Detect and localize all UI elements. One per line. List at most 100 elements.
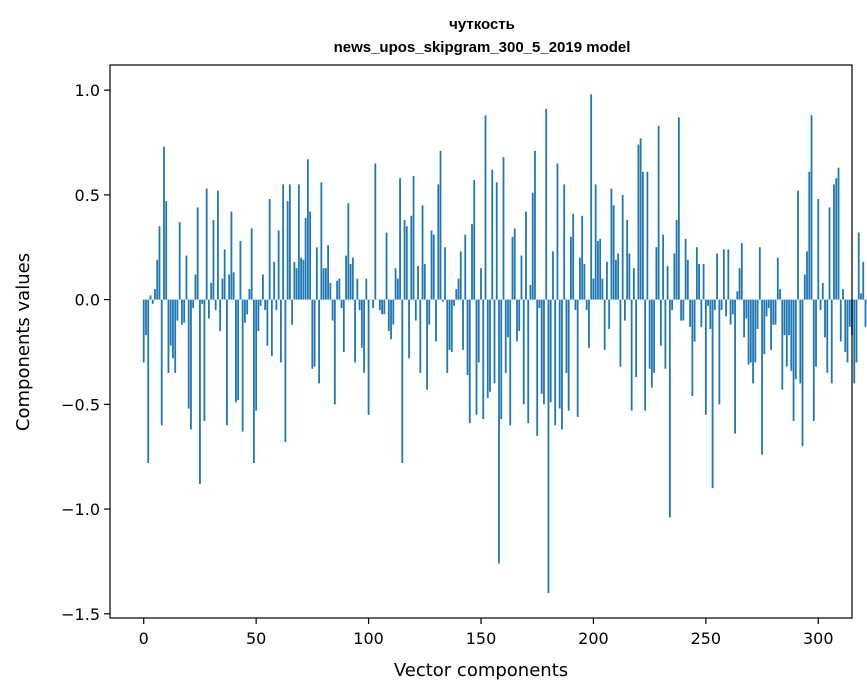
bar <box>383 299 386 315</box>
bar <box>628 253 631 300</box>
bar <box>468 299 471 424</box>
bar <box>563 184 566 300</box>
bar <box>439 150 442 300</box>
bar <box>226 299 228 426</box>
bar <box>284 299 287 443</box>
bar <box>219 299 222 332</box>
bar <box>734 299 736 434</box>
bar <box>446 299 449 373</box>
bar <box>637 144 640 300</box>
bar <box>255 299 258 411</box>
x-axis-ticks: 0 50 100 150 200 250 300 <box>139 618 834 648</box>
bar <box>857 232 860 300</box>
bar <box>653 299 656 373</box>
y-axis-label: Components values <box>13 253 34 431</box>
bar <box>855 299 858 363</box>
bar <box>698 264 700 300</box>
bar <box>839 299 842 342</box>
bar <box>745 299 748 319</box>
bar <box>785 299 788 367</box>
bar <box>410 215 413 300</box>
bar <box>842 289 844 300</box>
bar <box>378 299 381 311</box>
bar <box>347 203 350 300</box>
bar <box>315 247 318 300</box>
bar <box>711 299 714 489</box>
bar <box>475 299 478 415</box>
bar <box>248 289 251 300</box>
bar <box>806 251 808 300</box>
bar <box>396 278 399 300</box>
bar <box>387 299 390 332</box>
y-tick-label: 1.0 <box>75 81 100 100</box>
bar <box>641 171 644 300</box>
bar <box>727 249 730 300</box>
bar <box>668 299 671 518</box>
bar <box>740 243 743 300</box>
bar <box>329 282 332 300</box>
bar <box>630 299 633 411</box>
y-tick-label: −1.0 <box>61 500 100 519</box>
bar <box>799 299 802 384</box>
bar <box>781 299 784 390</box>
bar <box>176 299 179 321</box>
bar <box>682 299 685 321</box>
bar <box>199 299 201 484</box>
bar <box>664 299 667 369</box>
bar <box>860 293 862 300</box>
x-tick-label: 200 <box>578 629 609 648</box>
bar <box>729 299 732 325</box>
bar <box>349 264 352 300</box>
bar <box>639 138 642 300</box>
bar <box>160 299 163 426</box>
bar <box>174 299 177 373</box>
bar <box>486 299 489 399</box>
y-tick-label: 0.0 <box>75 291 100 310</box>
bar <box>743 299 745 338</box>
bar <box>662 234 665 300</box>
bar <box>322 268 325 300</box>
bar <box>356 278 359 300</box>
bar <box>846 299 849 363</box>
bar <box>453 299 455 306</box>
bar <box>803 274 806 300</box>
bar <box>441 299 444 302</box>
bar <box>758 247 761 300</box>
bar <box>554 299 557 426</box>
bar <box>324 268 327 300</box>
bar <box>273 261 276 300</box>
bar <box>417 266 419 300</box>
bar <box>853 299 856 384</box>
bar <box>583 264 586 300</box>
bar <box>819 299 822 311</box>
bar <box>837 167 840 300</box>
bar <box>599 238 602 300</box>
bar <box>484 115 487 300</box>
bar <box>812 299 815 422</box>
bar <box>824 299 826 338</box>
bar <box>342 299 345 352</box>
bar <box>241 299 244 432</box>
bar <box>615 259 617 300</box>
bar <box>531 192 534 300</box>
bar <box>507 299 509 338</box>
bar <box>477 299 480 363</box>
bar <box>684 238 687 300</box>
bar <box>399 178 401 300</box>
bar <box>300 257 303 300</box>
bar <box>527 299 530 424</box>
bar <box>574 299 577 311</box>
bar <box>288 184 291 300</box>
bar <box>513 228 516 300</box>
bar <box>471 224 473 300</box>
bar <box>547 299 550 593</box>
bar <box>210 282 213 300</box>
x-tick-label: 300 <box>803 629 834 648</box>
bar <box>239 240 242 300</box>
x-tick-label: 150 <box>466 629 497 648</box>
bar <box>419 299 422 373</box>
bar <box>203 299 206 422</box>
bar <box>536 299 539 436</box>
bar <box>320 182 323 300</box>
bar <box>659 299 662 346</box>
